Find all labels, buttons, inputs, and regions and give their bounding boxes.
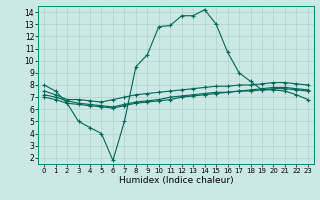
X-axis label: Humidex (Indice chaleur): Humidex (Indice chaleur) bbox=[119, 176, 233, 185]
